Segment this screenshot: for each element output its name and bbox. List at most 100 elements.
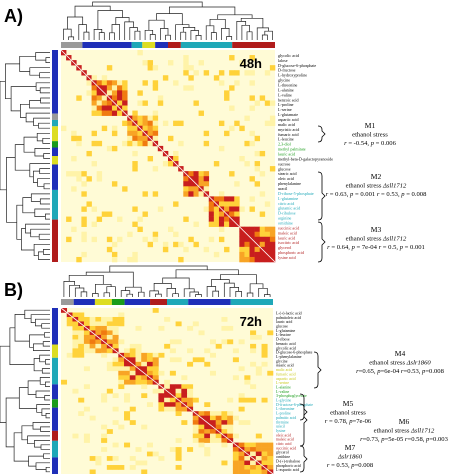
heatmap-cell — [117, 85, 123, 91]
heatmap-cell — [187, 402, 194, 408]
heatmap-cell — [101, 348, 108, 354]
module-name: M1 — [365, 121, 376, 130]
heatmap-cell — [112, 343, 119, 349]
heatmap-cell — [164, 397, 171, 403]
heatmap-cell — [238, 366, 245, 372]
module-color-segment — [131, 42, 143, 48]
heatmap-cell — [175, 411, 182, 416]
heatmap-cell — [96, 171, 103, 177]
module-color-segment — [52, 126, 58, 142]
heatmap-cell — [187, 388, 194, 394]
heatmap-cell — [137, 50, 143, 56]
dendrogram-branch — [40, 444, 50, 450]
dendrogram-branch — [221, 28, 230, 40]
heatmap-cell — [234, 211, 240, 217]
heatmap-cell — [132, 251, 138, 258]
heatmap-cell — [124, 370, 131, 376]
heatmap-cell — [86, 176, 92, 182]
metabolite-label: lauric acid — [278, 235, 295, 240]
module-color-segment — [180, 42, 233, 48]
metabolite-label: lysine acid — [278, 255, 296, 260]
heatmap-cell — [209, 370, 216, 376]
heatmap-cell — [83, 321, 90, 327]
heatmap-cell — [169, 447, 176, 452]
heatmap-cell — [158, 456, 165, 461]
module-color-segment — [52, 440, 58, 458]
heatmap-cell — [264, 100, 271, 106]
dendrogram-branch — [30, 314, 50, 323]
heatmap-cell — [198, 181, 204, 187]
heatmap-cell — [132, 256, 138, 263]
dendrogram-branch — [129, 27, 138, 40]
metabolite-label: succinic acid — [278, 225, 299, 230]
metabolite-label: L-(+)-lactic acid — [276, 311, 302, 315]
correlation-heatmap — [60, 49, 276, 263]
dendrogram-branch — [93, 29, 103, 40]
heatmap-cell — [168, 135, 174, 142]
heatmap-cell — [244, 256, 250, 263]
heatmap-cell — [238, 456, 245, 461]
metabolite-label: D-fructose — [278, 68, 296, 73]
dendrogram-branch — [92, 1, 203, 7]
correlation-heatmap — [60, 307, 274, 474]
heatmap-cell — [152, 361, 159, 367]
module-color-segment — [142, 42, 156, 48]
metabolite-label: glycine — [276, 359, 288, 363]
heatmap-cell — [101, 397, 108, 403]
dendrogram-branch — [212, 290, 219, 297]
heatmap-cell — [250, 384, 257, 390]
heatmap-cell — [112, 456, 119, 461]
module-color-segment — [52, 384, 58, 400]
metabolite-label: uracil — [278, 186, 288, 191]
module-name: M4 — [395, 349, 406, 358]
heatmap-cell — [72, 312, 79, 318]
heatmap-cell — [213, 196, 220, 202]
heatmap-cell — [101, 433, 108, 439]
panel-label: B) — [4, 280, 23, 300]
dendrogram-branch — [182, 27, 196, 33]
heatmap-cell — [146, 357, 153, 363]
heatmap-cell — [238, 397, 245, 403]
heatmap-cell — [118, 379, 125, 385]
heatmap-cell — [141, 357, 148, 363]
heatmap-cell — [169, 402, 176, 408]
heatmap-cell — [267, 451, 274, 457]
heatmap-cell — [224, 90, 230, 96]
heatmap-cell — [209, 429, 216, 434]
heatmap-cell — [141, 379, 148, 385]
dendrogram-branch — [85, 271, 134, 288]
dendrogram-branch — [41, 323, 50, 329]
module-color-segment — [61, 42, 83, 48]
heatmap-cell — [129, 375, 136, 381]
heatmap-cell — [117, 95, 123, 101]
heatmap-cell — [129, 357, 136, 363]
heatmap-cell — [76, 135, 82, 142]
heatmap-cell — [91, 105, 97, 111]
heatmap-cell — [208, 201, 215, 207]
metabolite-label: D-ribose-5-phosphate — [278, 191, 314, 196]
left-dendrogram — [0, 309, 50, 473]
heatmap-cell — [239, 241, 245, 248]
metabolite-label: L-glutamate — [278, 112, 298, 117]
dendrogram-branch — [258, 287, 268, 297]
dendrogram-branch — [43, 153, 50, 159]
heatmap-cell — [142, 140, 148, 147]
heatmap-cell — [111, 130, 118, 137]
heatmap-cell — [112, 420, 119, 425]
dendrogram-branch — [24, 309, 50, 320]
dendrogram-branch — [33, 117, 50, 127]
heatmap-cell — [254, 100, 261, 106]
dendrogram-branch — [74, 5, 111, 17]
module-stat-line: r = 0.78, p=7e-06 — [325, 418, 372, 425]
heatmap-cell — [122, 95, 128, 101]
heatmap-cell — [89, 456, 96, 461]
heatmap-cell — [261, 447, 268, 452]
heatmap-cell — [259, 231, 266, 238]
heatmap-cell — [101, 316, 108, 322]
heatmap-cell — [122, 80, 128, 86]
heatmap-cell — [269, 246, 276, 253]
heatmap-cell — [61, 379, 68, 385]
heatmap-cell — [129, 379, 136, 385]
heatmap-cell — [106, 211, 113, 217]
heatmap-cell — [229, 206, 235, 212]
